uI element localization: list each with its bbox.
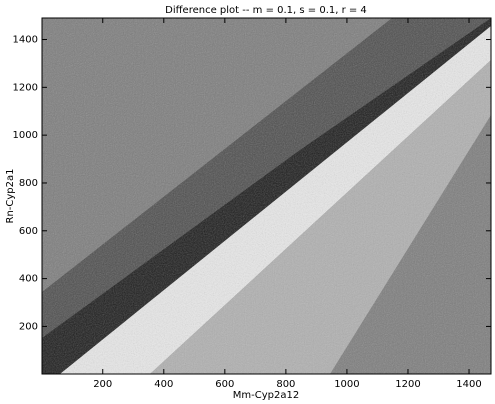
y-tick-label: 1200 xyxy=(13,82,38,93)
y-axis-label: Rn-Cyp2a1 xyxy=(5,169,16,224)
chart-title: Difference plot -- m = 0.1, s = 0.1, r =… xyxy=(165,5,367,16)
noise-overlay xyxy=(42,18,491,374)
y-tick-label: 200 xyxy=(19,321,38,332)
image-plot xyxy=(42,18,491,374)
x-axis-label: Mm-Cyp2a12 xyxy=(233,390,299,401)
plot-frame xyxy=(41,17,492,375)
x-tick-label: 200 xyxy=(93,379,112,390)
y-tick-label: 1000 xyxy=(13,130,38,141)
x-tick-label: 1200 xyxy=(395,379,420,390)
x-tick-label: 1000 xyxy=(334,379,359,390)
x-tick-label: 400 xyxy=(154,379,173,390)
x-tick-label: 1400 xyxy=(456,379,481,390)
y-tick-label: 600 xyxy=(19,226,38,237)
x-tick-label: 800 xyxy=(276,379,295,390)
y-tick-label: 400 xyxy=(19,274,38,285)
x-tick-label: 600 xyxy=(215,379,234,390)
y-tick-label: 1400 xyxy=(13,35,38,46)
y-tick-label: 800 xyxy=(19,178,38,189)
